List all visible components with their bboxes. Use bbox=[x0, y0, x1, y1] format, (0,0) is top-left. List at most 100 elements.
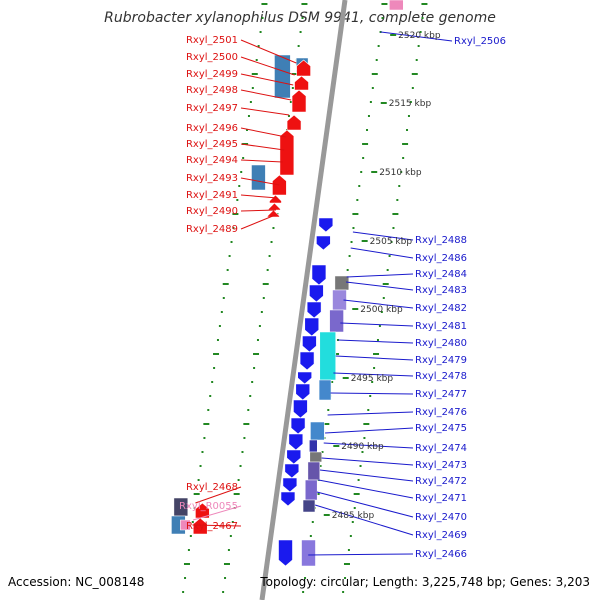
gene-feature bbox=[284, 463, 300, 479]
gene-label-right[interactable]: Rxyl_2471 bbox=[415, 493, 467, 504]
kbp-label: 2515 kbp bbox=[389, 99, 432, 109]
gene-feature bbox=[329, 309, 344, 333]
gene-label-right[interactable]: Rxyl_2476 bbox=[415, 407, 467, 418]
gene-feature bbox=[310, 421, 325, 441]
label-leader-line bbox=[240, 159, 283, 163]
gene-label-right[interactable]: Rxyl_2484 bbox=[415, 269, 467, 280]
label-leader-line bbox=[350, 247, 414, 259]
label-leader-line bbox=[240, 209, 276, 212]
label-leader-line bbox=[316, 491, 414, 518]
label-leader-line bbox=[240, 177, 280, 186]
gene-feature bbox=[319, 331, 337, 381]
kbp-label: 2520 kbp bbox=[398, 31, 441, 41]
label-leader-line bbox=[319, 469, 414, 482]
gene-label-right[interactable]: Rxyl_2475 bbox=[415, 423, 467, 434]
label-leader-line bbox=[240, 39, 297, 64]
gene-label-left[interactable]: Rxyl_2496 bbox=[186, 123, 238, 134]
gene-label-left[interactable]: Rxyl_2499 bbox=[186, 69, 238, 80]
gene-feature bbox=[295, 383, 311, 401]
gene-feature bbox=[286, 449, 302, 465]
label-leader-line bbox=[321, 457, 414, 466]
gene-feature bbox=[291, 89, 307, 113]
gene-feature bbox=[297, 371, 313, 385]
gene-label-right[interactable]: Rxyl_2482 bbox=[415, 303, 467, 314]
gene-label-right[interactable]: Rxyl_2488 bbox=[415, 235, 467, 246]
gene-feature bbox=[268, 202, 281, 211]
gene-label-right[interactable]: Rxyl_2483 bbox=[415, 285, 467, 296]
label-leader-line bbox=[352, 231, 414, 241]
gene-feature bbox=[290, 417, 306, 435]
label-leader-line bbox=[314, 504, 414, 536]
gene-feature bbox=[309, 451, 323, 463]
label-leader-line bbox=[327, 411, 414, 416]
gene-label-left[interactable]: Rxyl_2491 bbox=[186, 190, 238, 201]
kbp-label: 2495 kbp bbox=[351, 374, 394, 384]
gene-label-left[interactable]: Rxyl_2493 bbox=[186, 173, 238, 184]
gene-feature bbox=[301, 539, 316, 567]
right-gene-labels: Rxyl_2506 Rxyl_2488 Rxyl_2486 Rxyl_2484 Rxyl… bbox=[415, 36, 506, 560]
gene-label-right[interactable]: Rxyl_2472 bbox=[415, 476, 467, 487]
gene-label-right[interactable]: Rxyl_2473 bbox=[415, 460, 467, 471]
label-leader-line bbox=[240, 89, 292, 101]
gene-label-left[interactable]: Rxyl_2468 bbox=[186, 482, 238, 493]
label-leader-line bbox=[380, 31, 453, 42]
gene-label-right[interactable]: Rxyl_2506 bbox=[454, 36, 506, 47]
gene-feature bbox=[280, 491, 296, 507]
gene-label-left[interactable]: Rxyl_2501 bbox=[186, 35, 238, 46]
gene-feature bbox=[293, 399, 308, 419]
gene-feature bbox=[309, 284, 324, 303]
gene-feature bbox=[304, 317, 320, 337]
gene-label-right[interactable]: Rxyl_2478 bbox=[415, 371, 467, 382]
label-leader-line bbox=[240, 73, 294, 86]
gene-label-right[interactable]: Rxyl_2477 bbox=[415, 389, 467, 400]
gene-feature bbox=[269, 194, 282, 204]
label-leader-line bbox=[240, 107, 290, 116]
gene-label-right[interactable]: Rxyl_2474 bbox=[415, 443, 467, 454]
label-leader-line bbox=[240, 127, 287, 138]
label-leader-line bbox=[240, 194, 278, 199]
kbp-label: 2490 kbp bbox=[341, 442, 384, 452]
gene-label-left[interactable]: Rxyl_R0055 bbox=[179, 501, 238, 512]
gene-label-left[interactable]: Rxyl_2490 bbox=[186, 206, 238, 217]
label-leader-line bbox=[192, 505, 242, 521]
gene-feature bbox=[311, 264, 327, 286]
gene-label-right[interactable]: Rxyl_2466 bbox=[415, 549, 467, 560]
gene-label-left[interactable]: Rxyl_2495 bbox=[186, 139, 238, 150]
accession-text: Accession: NC_008148 bbox=[8, 575, 144, 589]
gene-label-left[interactable]: Rxyl_2489 bbox=[186, 224, 238, 235]
gene-feature bbox=[304, 479, 318, 501]
gene-label-right[interactable]: Rxyl_2486 bbox=[415, 253, 467, 264]
gene-feature bbox=[173, 497, 189, 517]
gene-label-left[interactable]: Rxyl_2494 bbox=[186, 155, 238, 166]
gene-feature bbox=[389, 0, 404, 11]
gene-feature bbox=[192, 517, 208, 535]
label-leader-line bbox=[330, 392, 414, 395]
label-leader-line bbox=[325, 427, 414, 434]
genome-backbone bbox=[259, 0, 348, 600]
kbp-label: 2500 kbp bbox=[360, 305, 403, 315]
gene-feature bbox=[334, 275, 350, 291]
label-leader-line bbox=[335, 355, 414, 361]
gene-feature bbox=[282, 477, 298, 493]
gene-label-left[interactable]: Rxyl_2497 bbox=[186, 103, 238, 114]
label-leaders bbox=[192, 31, 453, 556]
gene-label-left[interactable]: Rxyl_2498 bbox=[186, 85, 238, 96]
gene-feature bbox=[279, 129, 295, 176]
label-leader-line bbox=[308, 553, 414, 556]
gene-label-right[interactable]: Rxyl_2479 bbox=[415, 355, 467, 366]
gene-label-right[interactable]: Rxyl_2470 bbox=[415, 512, 467, 523]
backbone-line bbox=[259, 0, 348, 600]
gene-feature bbox=[294, 75, 309, 91]
gene-label-right[interactable]: Rxyl_2469 bbox=[415, 530, 467, 541]
label-leader-line bbox=[346, 273, 414, 278]
gene-feature bbox=[195, 502, 210, 519]
gene-label-right[interactable]: Rxyl_2481 bbox=[415, 321, 467, 332]
gene-label-right[interactable]: Rxyl_2480 bbox=[415, 338, 467, 349]
topology-text: Topology: circular; Length: 3,225,748 bp… bbox=[259, 575, 590, 589]
gene-feature bbox=[274, 54, 291, 99]
gene-label-left[interactable]: Rxyl_2467 bbox=[186, 521, 238, 532]
gene-feature bbox=[278, 539, 293, 567]
gene-label-left[interactable]: Rxyl_2500 bbox=[186, 52, 238, 63]
label-leader-line bbox=[318, 479, 414, 499]
